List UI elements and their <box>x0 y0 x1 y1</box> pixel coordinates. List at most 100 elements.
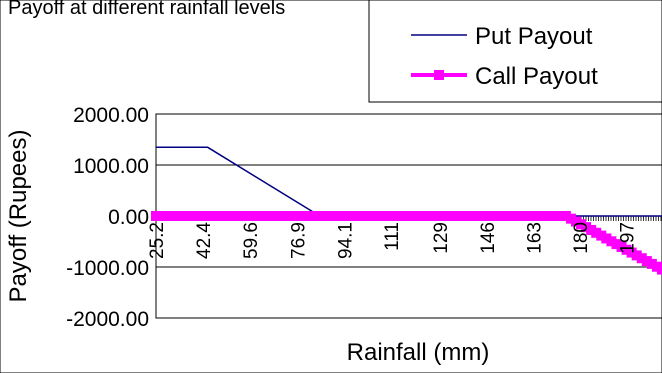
call-marker <box>373 211 384 221</box>
call-marker <box>211 211 222 221</box>
call-marker <box>601 233 612 244</box>
call-marker <box>186 211 197 221</box>
legend-label-put: Put Payout <box>475 23 593 50</box>
call-marker <box>555 211 566 221</box>
call-marker <box>312 211 323 221</box>
call-marker <box>424 211 435 221</box>
call-marker <box>540 211 551 221</box>
call-marker <box>161 211 172 221</box>
x-tick-label: 180 <box>571 222 592 254</box>
call-marker <box>444 211 455 221</box>
call-marker <box>550 211 561 221</box>
call-marker <box>338 211 349 221</box>
call-marker <box>606 236 617 247</box>
call-marker <box>353 211 364 221</box>
x-tick-label: 25.2 <box>147 222 168 259</box>
x-tick-labels: 25.2 42.4 59.6 76.9 94.1 111 129 146 163 180 197 <box>147 222 638 259</box>
call-marker <box>176 211 187 221</box>
call-marker <box>272 211 283 221</box>
call-marker <box>474 211 485 221</box>
legend-label-call: Call Payout <box>475 63 598 90</box>
call-marker <box>323 211 334 221</box>
x-tick-label: 146 <box>478 222 499 254</box>
call-marker <box>434 211 445 221</box>
call-marker <box>404 211 414 221</box>
call-marker <box>490 211 501 221</box>
call-marker <box>484 211 495 221</box>
call-marker <box>495 211 506 221</box>
call-marker <box>206 211 217 221</box>
call-marker <box>570 216 581 227</box>
call-marker <box>429 211 440 221</box>
call-marker <box>535 211 546 221</box>
call-marker <box>348 211 359 221</box>
call-marker <box>464 211 475 221</box>
call-marker <box>221 211 232 221</box>
call-marker <box>358 211 369 221</box>
y-axis-label: Payoff (Rupees) <box>5 130 32 303</box>
y-tick-labels: 2000.00 1000.00 0.00 -1000.00 -2000.00 <box>66 104 149 331</box>
x-axis-label: Rainfall (mm) <box>347 339 490 366</box>
call-marker <box>287 211 298 221</box>
call-marker <box>641 256 652 267</box>
call-marker <box>262 211 273 221</box>
y-tick-label: 2000.00 <box>73 104 149 127</box>
x-tick-label: 42.4 <box>194 222 215 259</box>
call-marker <box>596 230 607 241</box>
call-marker <box>333 211 344 221</box>
call-marker <box>196 211 207 221</box>
call-marker <box>414 211 425 221</box>
call-marker <box>383 211 394 221</box>
call-marker <box>226 211 237 221</box>
call-marker <box>201 211 212 221</box>
call-marker <box>631 250 642 261</box>
call-marker <box>343 211 354 221</box>
call-marker <box>216 211 227 221</box>
legend: Put Payout Call Payout <box>368 0 662 103</box>
call-marker <box>191 211 202 221</box>
call-marker <box>591 227 602 238</box>
call-marker <box>469 211 480 221</box>
call-marker <box>454 211 465 221</box>
x-tick-label: 129 <box>431 222 452 254</box>
call-marker <box>156 211 167 221</box>
call-marker <box>515 211 526 221</box>
call-marker <box>363 211 374 221</box>
call-marker <box>398 211 409 221</box>
call-marker <box>576 219 587 230</box>
y-tick-label: 0.00 <box>108 206 149 229</box>
call-marker <box>267 211 278 221</box>
chart-title: Payoff at different rainfall levels <box>8 0 285 19</box>
call-marker <box>479 211 490 221</box>
call-marker <box>611 239 622 250</box>
x-tick-label: 94.1 <box>336 222 357 259</box>
x-tick-label: 59.6 <box>241 222 262 259</box>
y-tick-label: 1000.00 <box>73 155 149 178</box>
call-marker <box>657 264 662 275</box>
legend-marker-call <box>434 70 444 80</box>
call-marker <box>651 261 662 272</box>
call-marker <box>166 211 177 221</box>
call-marker <box>292 211 303 221</box>
call-marker <box>581 222 592 233</box>
call-marker <box>307 211 318 221</box>
legend-box <box>368 0 662 103</box>
call-marker <box>297 211 308 221</box>
call-marker <box>520 211 531 221</box>
call-marker <box>388 211 399 221</box>
call-marker <box>409 211 420 221</box>
call-marker <box>317 211 328 221</box>
call-marker <box>565 213 576 224</box>
call-marker <box>646 258 657 269</box>
call-marker <box>171 211 182 221</box>
call-marker <box>231 211 242 221</box>
y-tick-label: -1000.00 <box>66 257 149 280</box>
call-marker <box>378 211 389 221</box>
call-marker <box>302 211 313 221</box>
call-marker <box>257 211 268 221</box>
call-marker <box>500 211 511 221</box>
call-marker <box>181 211 192 221</box>
call-marker <box>505 211 516 221</box>
call-marker <box>626 247 637 258</box>
call-marker <box>393 211 404 221</box>
